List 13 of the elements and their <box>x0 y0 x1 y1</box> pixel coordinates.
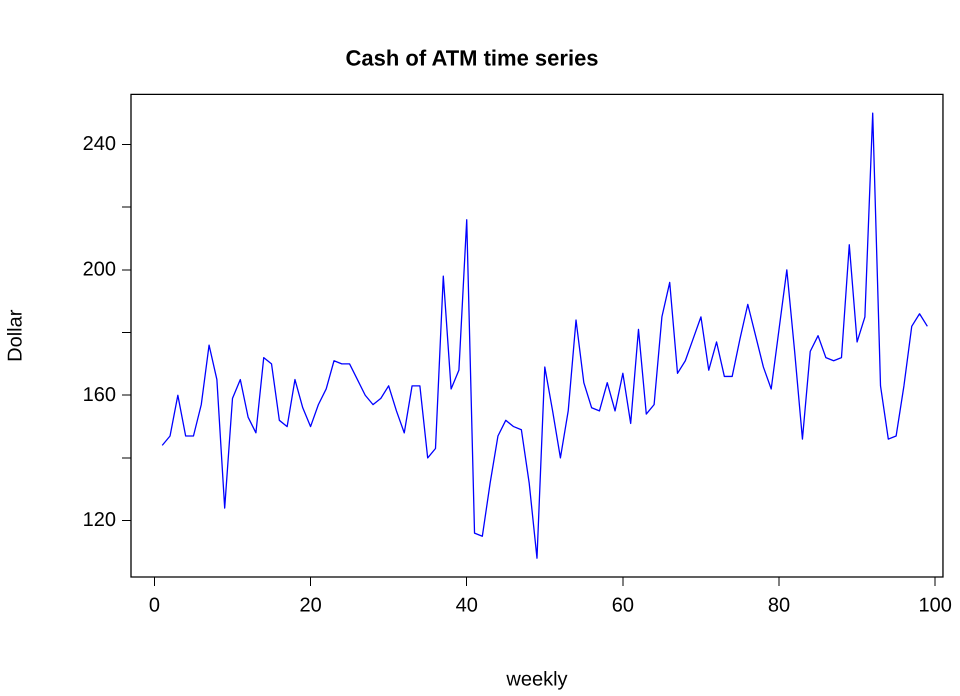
x-tick-label: 60 <box>612 594 634 617</box>
y-axis-title: Dollar <box>4 309 27 362</box>
x-tick-label: 80 <box>768 594 790 617</box>
y-tick-label: 200 <box>82 258 116 280</box>
y-tick-label: 160 <box>82 384 116 406</box>
x-axis-title: weekly <box>505 668 568 691</box>
y-tick-label: 240 <box>82 133 116 156</box>
x-tick-label: 100 <box>918 594 952 617</box>
x-tick-label: 0 <box>148 594 160 617</box>
x-tick-label: 40 <box>456 594 478 617</box>
x-tick-label: 20 <box>299 594 322 617</box>
y-tick-label: 120 <box>82 509 116 532</box>
chart-title: Cash of ATM time series <box>345 45 599 70</box>
